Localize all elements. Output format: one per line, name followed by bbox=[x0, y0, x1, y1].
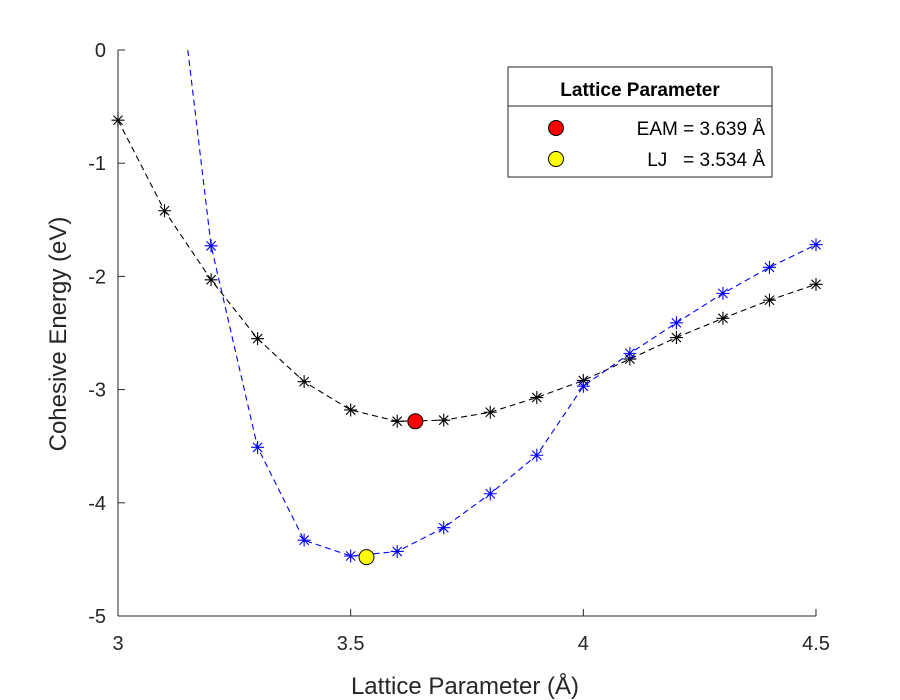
data-point bbox=[390, 544, 404, 558]
data-point bbox=[344, 549, 358, 563]
data-point bbox=[669, 331, 683, 345]
data-point bbox=[344, 403, 358, 417]
data-point bbox=[158, 204, 172, 218]
legend-label-lj: LJ = 3.534 Å bbox=[647, 150, 765, 171]
y-tick-label: -4 bbox=[88, 493, 106, 515]
minimum-marker bbox=[407, 413, 424, 430]
data-point bbox=[437, 413, 451, 427]
y-tick-label: -2 bbox=[88, 266, 106, 288]
x-tick-label: 4 bbox=[578, 633, 589, 655]
data-point bbox=[204, 239, 218, 253]
series-0 bbox=[111, 113, 823, 428]
data-point bbox=[530, 391, 544, 405]
legend-title: Lattice Parameter bbox=[560, 80, 720, 101]
data-point bbox=[809, 277, 823, 291]
data-point bbox=[762, 260, 776, 274]
data-point bbox=[204, 273, 218, 287]
data-point bbox=[623, 346, 637, 360]
y-tick-label: -3 bbox=[88, 380, 106, 402]
legend-label-eam: EAM = 3.639 Å bbox=[637, 119, 766, 140]
x-tick-label: 3 bbox=[112, 633, 123, 655]
data-point bbox=[483, 487, 497, 501]
data-point bbox=[251, 440, 265, 454]
x-tick-label: 3.5 bbox=[337, 633, 365, 655]
data-point bbox=[530, 448, 544, 462]
axes bbox=[117, 50, 816, 617]
tick-marks bbox=[117, 49, 817, 617]
y-tick-label: 0 bbox=[95, 40, 106, 62]
data-point bbox=[437, 521, 451, 535]
legend-marker-eam bbox=[548, 120, 564, 136]
y-tick-label: -1 bbox=[88, 153, 106, 175]
data-point bbox=[297, 375, 311, 389]
data-point bbox=[716, 311, 730, 325]
highlight-layer bbox=[358, 413, 424, 566]
series-layer bbox=[111, 50, 823, 563]
data-point bbox=[762, 293, 776, 307]
data-point bbox=[297, 533, 311, 547]
legend-marker-lj bbox=[548, 151, 564, 167]
data-point bbox=[669, 316, 683, 330]
legend: Lattice Parameter EAM = 3.639 Å LJ = 3.5… bbox=[507, 66, 773, 178]
data-point bbox=[390, 414, 404, 428]
data-point bbox=[809, 238, 823, 252]
data-point bbox=[111, 113, 125, 127]
series-line bbox=[118, 119, 816, 422]
y-tick-label: -5 bbox=[88, 606, 106, 628]
data-point bbox=[483, 405, 497, 419]
data-point bbox=[251, 332, 265, 346]
series-1 bbox=[187, 50, 823, 563]
x-axis-label: Lattice Parameter (Å) bbox=[351, 672, 579, 700]
x-tick-label: 4.5 bbox=[802, 633, 830, 655]
data-point bbox=[716, 286, 730, 300]
data-point bbox=[576, 379, 590, 393]
y-axis-label: Cohesive Energy (eV) bbox=[45, 217, 72, 452]
minimum-marker bbox=[358, 549, 375, 566]
tick-labels: 3 3.5 4 4.5 0 -1 -2 -3 -4 -5 bbox=[88, 40, 830, 655]
